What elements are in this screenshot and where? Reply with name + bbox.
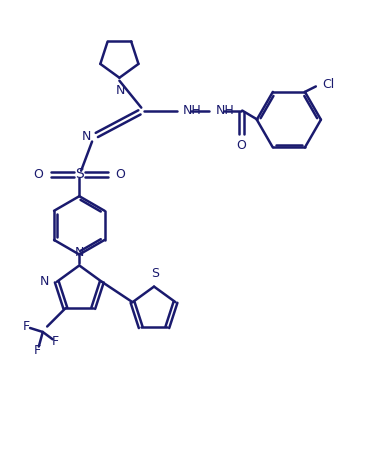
Text: S: S — [75, 167, 84, 181]
Text: NH: NH — [216, 104, 235, 117]
Text: F: F — [52, 335, 59, 348]
Text: O: O — [115, 168, 125, 181]
Text: N: N — [82, 130, 91, 142]
Text: N: N — [115, 84, 125, 97]
Text: S: S — [151, 267, 159, 280]
Text: O: O — [236, 139, 246, 152]
Text: F: F — [23, 320, 30, 333]
Text: N: N — [75, 246, 84, 259]
Text: N: N — [40, 275, 50, 288]
Text: O: O — [34, 168, 44, 181]
Text: Cl: Cl — [322, 78, 334, 91]
Text: F: F — [34, 344, 41, 357]
Text: NH: NH — [183, 104, 202, 117]
